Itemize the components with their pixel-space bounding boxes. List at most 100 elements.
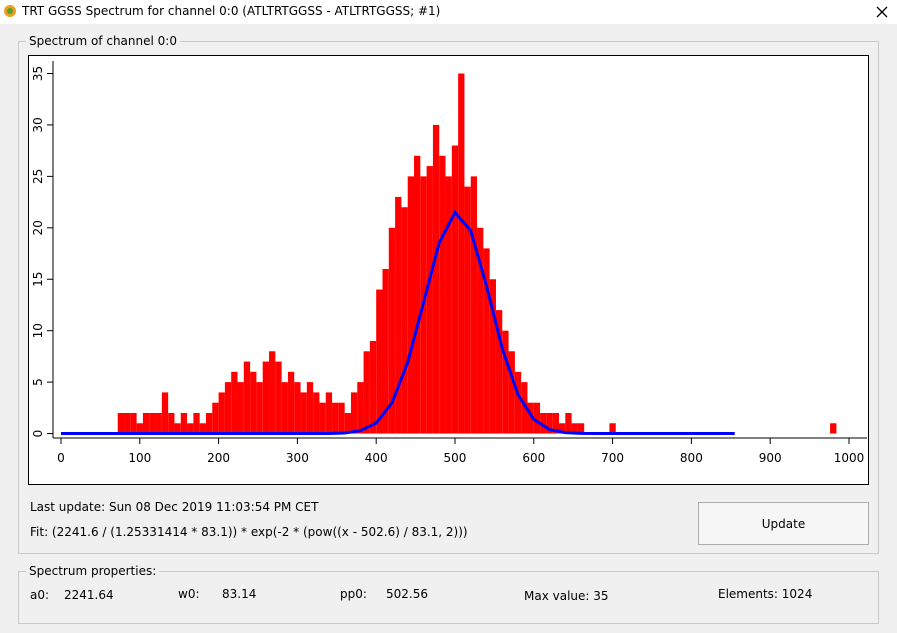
y-tick-label: 35 [31,66,45,81]
bar [155,412,162,434]
bar [546,412,553,434]
bar [577,423,585,434]
x-tick-label: 0 [57,451,65,465]
bar [313,392,320,434]
bar [426,166,433,434]
app-icon [4,5,16,17]
bar [243,361,251,434]
bar [338,402,345,434]
bar [231,371,238,434]
bar [161,392,169,434]
fit-curve [60,209,735,436]
y-tick-label: 30 [31,117,45,132]
label: a0: [30,588,50,602]
properties-group [18,571,879,624]
bar [464,186,471,434]
bar [250,371,257,434]
bar [477,227,484,434]
y-tick-label: 5 [31,378,45,386]
last-update: Last update: Sun 08 Dec 2019 11:03:54 PM… [30,500,319,514]
value: 2241.64 [64,588,114,602]
value: 83.14 [222,587,257,601]
max-value: Max value: 35 [524,589,609,603]
bar [470,176,478,434]
bar [552,412,560,434]
label: pp0: [340,587,367,601]
bar [168,412,175,434]
group-title: Spectrum properties: [26,564,160,578]
update-button[interactable]: Update [698,502,869,545]
x-tick-label: 100 [128,451,151,465]
x-tick-label: 200 [207,451,230,465]
bar [388,227,396,434]
bar [269,351,276,434]
bar [363,351,370,434]
bar [533,402,541,434]
bar [445,176,452,434]
y-tick-label: 15 [31,272,45,287]
bar [540,412,547,434]
bar [571,423,578,434]
bar [344,412,351,434]
x-tick-label: 800 [680,451,703,465]
x-tick-label: 300 [286,451,309,465]
x-tick-label: 600 [522,451,545,465]
bar [502,330,509,434]
bar [130,412,137,434]
bar [559,423,566,434]
bar [193,412,200,434]
bar [830,423,837,434]
bar [275,361,282,434]
bar [382,268,389,434]
bar [514,371,522,434]
bar [565,412,572,434]
elements: Elements: 1024 [718,587,813,601]
bar [332,402,339,434]
close-button[interactable] [875,5,889,19]
y-tick-label: 10 [31,323,45,338]
bar [187,423,194,434]
window-title: TRT GGSS Spectrum for channel 0:0 (ATLTR… [22,4,441,18]
value: 502.56 [386,587,428,601]
bar [262,361,270,434]
bar [300,392,307,434]
x-tick-label: 1000 [834,451,865,465]
x-tick-label: 400 [365,451,388,465]
bar [212,402,219,434]
bar [218,392,225,434]
label: w0: [178,587,200,601]
bar [451,145,459,434]
spectrum-group [18,41,879,554]
bar [357,382,364,434]
bar [319,402,326,434]
bar [149,412,156,434]
x-tick-label: 500 [444,451,467,465]
bar [142,412,150,434]
bar [489,279,496,434]
y-tick-label: 25 [31,169,45,184]
bar [369,340,377,434]
bar [458,73,465,434]
bar [224,382,232,434]
bar [414,155,421,434]
bar [136,423,143,434]
bar [609,423,616,434]
bar [527,402,534,434]
bar [287,371,295,434]
group-title: Spectrum of channel 0:0 [26,34,180,48]
bar [439,155,446,434]
bar [432,124,440,434]
bar [180,412,188,434]
bar [376,289,383,434]
fit-formula: Fit: (2241.6 / (1.25331414 * 83.1)) * ex… [30,525,468,539]
bar [325,392,333,434]
bar [237,382,244,434]
bar [306,382,314,434]
spectrum-chart: 0 5 10 15 20 25 30 35 0 100 200 300 400 500 600 700 800 9… [28,55,869,485]
bar [350,392,358,434]
bar [521,382,528,434]
bar [294,382,301,434]
bar [407,176,415,434]
bar [401,207,408,434]
